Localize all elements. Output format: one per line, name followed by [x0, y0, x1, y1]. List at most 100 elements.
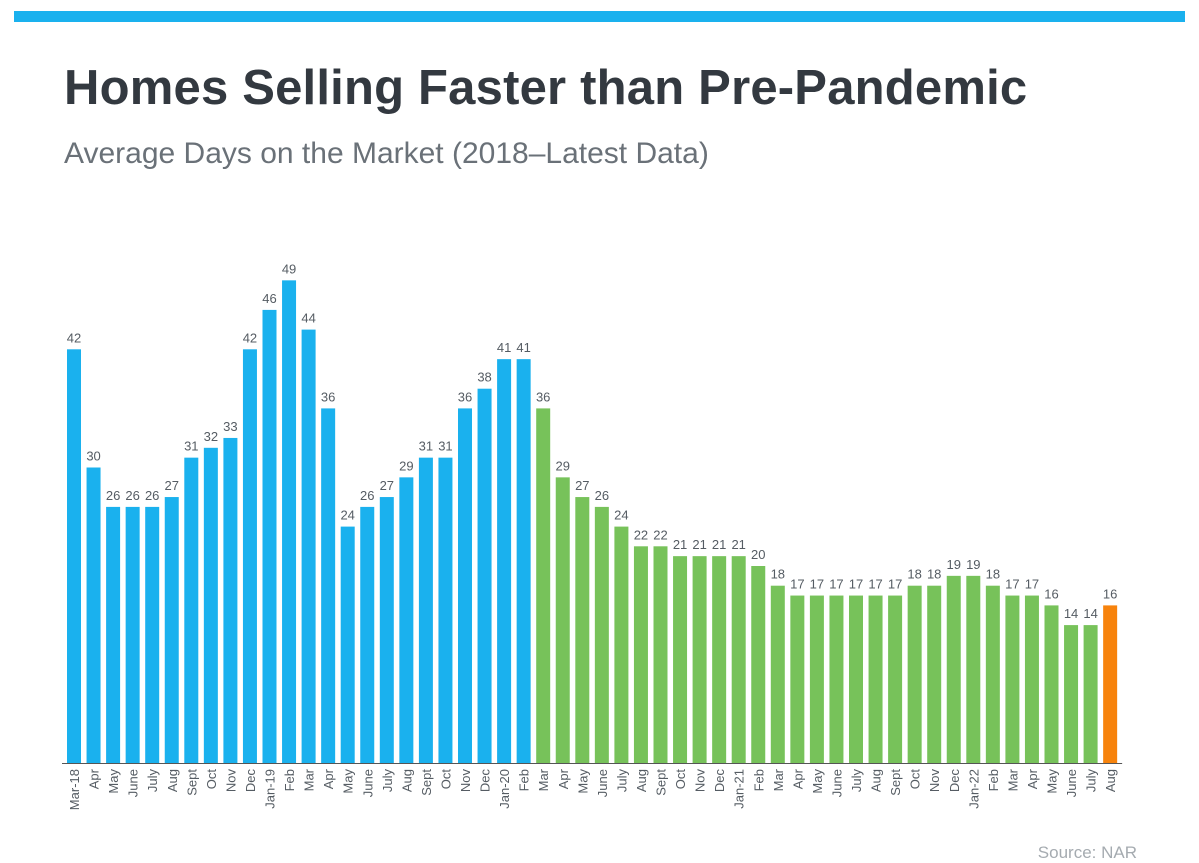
bar-8 — [223, 437, 238, 763]
bar-12 — [301, 329, 316, 763]
value-label-38: 17 — [810, 577, 824, 592]
bar-14 — [340, 526, 355, 763]
value-label-50: 16 — [1044, 586, 1058, 601]
tick-label-23: Feb — [517, 769, 532, 791]
tick-label-51: June — [1064, 769, 1079, 797]
value-label-14: 24 — [340, 508, 354, 523]
value-label-9: 42 — [243, 330, 257, 345]
bar-24 — [536, 408, 551, 763]
value-label-29: 22 — [634, 527, 648, 542]
value-label-12: 44 — [301, 311, 315, 326]
bar-2 — [106, 506, 121, 763]
tick-label-2: May — [106, 769, 121, 794]
tick-label-21: Dec — [478, 769, 493, 793]
tick-label-16: July — [380, 769, 395, 793]
bar-3 — [125, 506, 140, 763]
value-label-35: 20 — [751, 547, 765, 562]
tick-label-22: Jan-20 — [497, 769, 512, 809]
value-label-46: 19 — [966, 557, 980, 572]
bar-10 — [262, 309, 277, 763]
value-label-51: 14 — [1064, 606, 1078, 621]
value-label-28: 24 — [614, 508, 628, 523]
bar-46 — [966, 575, 981, 763]
tick-label-0: Mar-18 — [67, 769, 82, 810]
tick-label-1: Apr — [87, 768, 102, 789]
tick-label-13: Apr — [321, 768, 336, 789]
bar-49 — [1024, 595, 1039, 763]
value-label-33: 21 — [712, 537, 726, 552]
bar-23 — [516, 359, 531, 763]
value-label-1: 30 — [86, 449, 100, 464]
value-label-18: 31 — [419, 439, 433, 454]
tick-label-28: July — [614, 769, 629, 793]
tick-label-12: Mar — [302, 768, 317, 791]
bar-4 — [145, 506, 160, 763]
tick-label-52: July — [1084, 769, 1099, 793]
tick-label-41: Aug — [869, 769, 884, 792]
value-label-36: 18 — [771, 567, 785, 582]
value-label-34: 21 — [731, 537, 745, 552]
bar-39 — [829, 595, 844, 763]
tick-label-37: Apr — [790, 768, 805, 789]
tick-label-19: Oct — [438, 769, 453, 790]
value-label-48: 17 — [1005, 577, 1019, 592]
tick-label-50: May — [1045, 769, 1060, 794]
tick-label-9: Dec — [243, 769, 258, 793]
value-label-26: 27 — [575, 478, 589, 493]
chart-title: Homes Selling Faster than Pre-Pandemic — [64, 61, 1028, 115]
value-label-53: 16 — [1103, 586, 1117, 601]
bar-29 — [633, 546, 648, 763]
bar-6 — [184, 457, 199, 763]
bar-45 — [946, 575, 961, 763]
bar-7 — [203, 447, 218, 763]
tick-label-5: Aug — [165, 769, 180, 792]
value-label-11: 49 — [282, 261, 296, 276]
tick-label-8: Nov — [223, 769, 238, 793]
value-label-3: 26 — [125, 488, 139, 503]
tick-label-47: Feb — [986, 769, 1001, 791]
value-label-17: 29 — [399, 458, 413, 473]
bar-5 — [164, 497, 179, 763]
value-label-43: 18 — [907, 567, 921, 582]
bar-0 — [67, 349, 81, 763]
value-label-31: 21 — [673, 537, 687, 552]
tick-label-48: Mar — [1005, 768, 1020, 791]
value-label-44: 18 — [927, 567, 941, 582]
tick-label-49: Apr — [1025, 768, 1040, 789]
value-label-45: 19 — [947, 557, 961, 572]
tick-label-7: Oct — [204, 769, 219, 790]
bar-40 — [849, 595, 863, 763]
bar-13 — [321, 408, 336, 763]
bar-34 — [731, 556, 746, 763]
value-label-2: 26 — [106, 488, 120, 503]
bar-27 — [594, 506, 609, 763]
bar-41 — [868, 595, 883, 763]
value-label-16: 27 — [380, 478, 394, 493]
tick-label-15: June — [360, 769, 375, 797]
tick-label-46: Jan-22 — [966, 769, 981, 809]
bar-19 — [438, 457, 453, 763]
bar-36 — [770, 585, 785, 763]
tick-label-11: Feb — [282, 769, 297, 791]
tick-label-53: Aug — [1103, 769, 1118, 792]
bar-33 — [712, 556, 727, 763]
bar-17 — [399, 477, 414, 763]
tick-label-4: July — [145, 769, 160, 793]
bar-1 — [86, 467, 101, 763]
tick-label-3: June — [126, 769, 141, 797]
tick-label-35: Feb — [751, 769, 766, 791]
value-label-42: 17 — [888, 577, 902, 592]
value-label-0: 42 — [67, 330, 81, 345]
bar-21 — [477, 388, 492, 763]
value-label-19: 31 — [438, 439, 452, 454]
value-label-23: 41 — [516, 340, 530, 355]
value-label-49: 17 — [1025, 577, 1039, 592]
tick-label-14: May — [341, 769, 356, 794]
bar-52 — [1083, 625, 1098, 763]
value-label-30: 22 — [653, 527, 667, 542]
bar-11 — [282, 280, 297, 763]
bar-9 — [242, 349, 257, 763]
bar-42 — [888, 595, 903, 763]
tick-label-10: Jan-19 — [263, 769, 278, 809]
